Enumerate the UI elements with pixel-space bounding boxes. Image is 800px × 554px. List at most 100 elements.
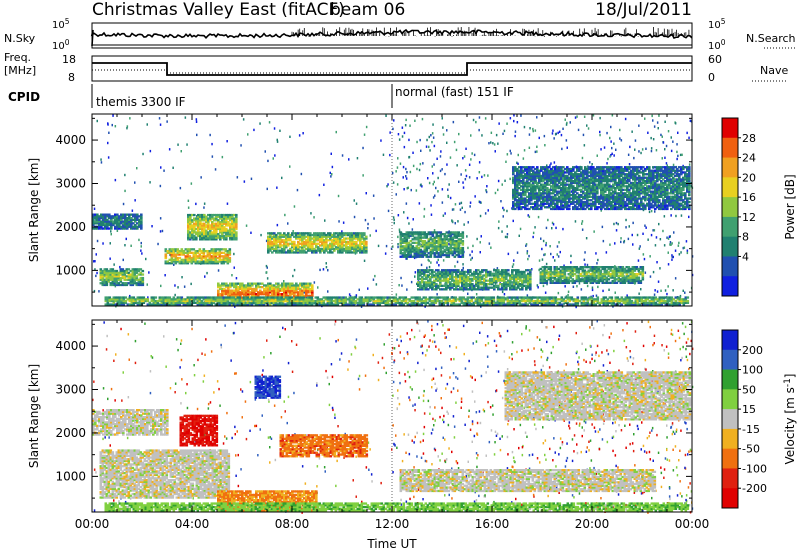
power-cell <box>457 233 461 236</box>
power-cell <box>439 277 442 281</box>
power-cell <box>265 289 268 292</box>
power-cell <box>429 243 433 246</box>
power-cell <box>281 293 284 296</box>
power-cell <box>205 224 208 227</box>
power-cell <box>311 293 314 296</box>
power-cell <box>435 241 439 244</box>
power-cell <box>266 301 270 304</box>
power-cell <box>439 155 442 158</box>
power-cell <box>225 238 228 241</box>
power-cell <box>124 227 127 230</box>
nsky-label: N.Sky <box>4 32 36 45</box>
power-cell <box>136 298 140 301</box>
power-cell <box>212 251 216 254</box>
power-cell <box>478 298 482 301</box>
nsky-trace <box>90 28 693 47</box>
power-cell <box>312 299 316 303</box>
power-cell <box>434 194 436 197</box>
power-cell <box>283 289 286 292</box>
power-cell <box>141 283 145 287</box>
power-cell <box>363 237 366 240</box>
power-cell <box>283 291 286 294</box>
power-cell <box>101 282 105 285</box>
power-cell <box>398 284 400 287</box>
power-cell <box>174 255 178 258</box>
power-cell <box>669 243 671 246</box>
power-cell <box>445 269 448 272</box>
power-cell <box>222 256 226 260</box>
power-cell <box>170 298 174 301</box>
power-cell <box>581 220 584 223</box>
power-cell <box>429 241 433 244</box>
power-cell <box>250 303 254 306</box>
power-cell <box>214 253 218 256</box>
power-cell <box>356 303 360 306</box>
power-cell <box>506 303 510 306</box>
power-cell <box>276 138 278 142</box>
power-cell <box>190 251 194 254</box>
power-cell <box>403 252 407 255</box>
power-cell <box>236 299 240 303</box>
power-cell <box>426 301 430 304</box>
nsearch-tick-high: 105 <box>708 17 726 31</box>
power-cell <box>638 303 642 306</box>
power-cell <box>455 246 459 250</box>
power-cell <box>299 251 302 254</box>
power-cell <box>417 272 420 275</box>
power-cell <box>202 303 206 306</box>
power-cell <box>193 222 196 225</box>
power-cell <box>224 296 228 299</box>
power-cell <box>233 222 236 225</box>
power-cell <box>496 299 500 303</box>
power-cell <box>341 230 343 233</box>
power-cell <box>199 222 202 225</box>
power-cell <box>339 247 342 251</box>
power-cell <box>674 301 678 304</box>
power-cell <box>102 222 105 225</box>
power-cell <box>221 220 224 224</box>
power-cell <box>670 149 673 153</box>
power-cell <box>530 303 534 306</box>
power-cell <box>279 249 282 252</box>
power-cell <box>544 253 546 256</box>
power-cell <box>454 222 456 225</box>
power-cell <box>431 276 434 279</box>
power-cell <box>205 234 208 238</box>
power-cell <box>309 249 312 252</box>
power-cell <box>114 285 117 288</box>
power-cell <box>457 231 461 234</box>
power-cell <box>482 274 484 277</box>
power-cell <box>331 173 333 176</box>
power-cell <box>500 301 504 304</box>
power-cell <box>405 250 409 253</box>
power-cell <box>253 282 256 285</box>
power-cell <box>128 213 131 216</box>
power-cell <box>459 238 463 241</box>
power-cell <box>215 219 218 222</box>
power-cell <box>349 235 352 238</box>
power-cell <box>247 293 250 296</box>
power-cell <box>353 232 356 235</box>
power-cell <box>335 237 338 240</box>
power-cell <box>218 260 222 263</box>
power-cell <box>141 280 145 283</box>
power-cell <box>478 171 481 174</box>
power-cell <box>662 229 664 233</box>
power-cell <box>105 275 109 278</box>
power-cell <box>230 301 234 304</box>
power-cell <box>598 301 602 304</box>
power-cell <box>295 249 298 252</box>
power-cell <box>107 156 110 159</box>
power-cell <box>348 293 351 296</box>
power-cell <box>542 298 546 301</box>
power-cell <box>488 298 492 301</box>
power-cell <box>403 245 407 248</box>
power-cell <box>101 283 105 287</box>
power-cell <box>423 281 426 284</box>
power-cell <box>273 291 276 294</box>
power-cell <box>666 292 668 296</box>
power-cell <box>428 181 431 185</box>
power-cell <box>333 237 336 240</box>
power-cell <box>437 243 441 246</box>
power-cell <box>172 250 176 253</box>
